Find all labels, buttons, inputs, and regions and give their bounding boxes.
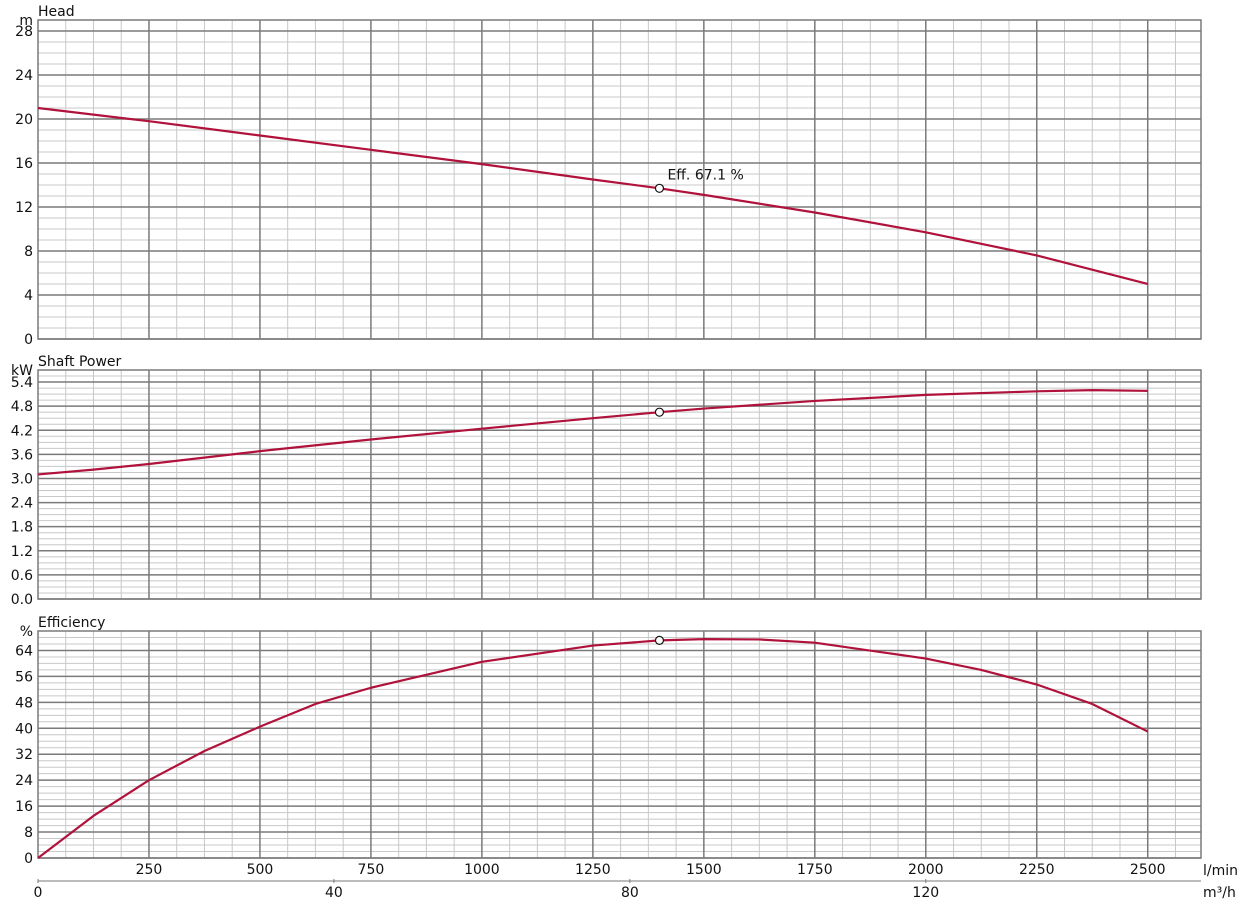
y-tick-label: 16 [15, 156, 33, 172]
y-tick-label: 2.4 [11, 496, 33, 512]
y-tick-label: 40 [15, 721, 33, 737]
y-tick-label: 8 [24, 825, 33, 841]
series-line [37, 106, 1149, 286]
y-tick-label: 4.8 [11, 399, 33, 415]
x-secondary-tick-label: 80 [621, 885, 639, 901]
x-axis: 250 500 750 1000 1250 1500 1750 2000 2250 2500 l/m… [34, 862, 1238, 901]
y-tick-label: 24 [15, 773, 33, 789]
y-tick-label: 4.2 [11, 423, 33, 439]
y-tick-label: 0 [24, 851, 33, 867]
y-axis-unit: % [20, 624, 33, 640]
y-tick-label: 4 [24, 288, 33, 304]
y-tick-label: 1.8 [11, 520, 33, 536]
x-tick-label: 250 [136, 862, 163, 878]
panel-head: 0 4 8 12 16 20 24 28m Head Eff. 67.1 % [15, 4, 1202, 348]
duty-point-marker [654, 635, 665, 646]
series-line [37, 638, 1149, 859]
panel-shaft-power: 0.0 0.6 1.2 1.8 2.4 3.0 3.6 4.2 4.8 5.4kW Shaft Po… [11, 354, 1202, 608]
y-tick-label: 0.6 [11, 568, 33, 584]
x-secondary-tick-label: 120 [912, 885, 939, 901]
y-tick-label: 0 [24, 332, 33, 348]
x-tick-label: 500 [247, 862, 274, 878]
y-tick-label: 12 [15, 200, 33, 216]
duty-point-label: Eff. 67.1 % [667, 167, 743, 183]
y-tick-label: 64 [15, 643, 33, 659]
series-line [37, 388, 1148, 476]
panel-title: Efficiency [38, 615, 105, 631]
x-secondary-tick-label: 40 [325, 885, 343, 901]
panel-title: Head [38, 4, 75, 20]
y-tick-label: 5.4 [11, 375, 33, 391]
x-axis-unit-primary: l/min [1203, 863, 1238, 879]
y-tick-label: 56 [15, 669, 33, 685]
panel-title: Shaft Power [38, 354, 122, 370]
y-tick-label: 32 [15, 747, 33, 763]
y-tick-label: 3.6 [11, 447, 33, 463]
y-axis-unit: m [19, 13, 33, 29]
panel-efficiency: 0 8 16 24 32 40 48 56 64% Efficiency [15, 615, 1202, 867]
plot-frame [37, 19, 1202, 340]
duty-point-marker [654, 183, 665, 193]
y-axis-unit: kW [11, 363, 33, 379]
y-tick-label: 24 [15, 68, 33, 84]
x-tick-label: 2250 [1019, 862, 1055, 878]
x-secondary-tick-label: 0 [34, 885, 43, 901]
x-axis-unit-secondary: m³/h [1203, 885, 1236, 901]
x-tick-label: 1250 [575, 862, 611, 878]
y-tick-label: 0.0 [11, 592, 33, 608]
y-tick-label: 20 [15, 112, 33, 128]
y-tick-label: 1.2 [11, 544, 33, 560]
x-tick-label: 1750 [797, 862, 833, 878]
y-tick-label: 16 [15, 799, 33, 815]
plot-frame [37, 369, 1202, 600]
y-tick-label: 48 [15, 695, 33, 711]
x-tick-label: 2000 [908, 862, 944, 878]
y-tick-label: 8 [24, 244, 33, 260]
duty-point-marker [654, 407, 665, 417]
plot-frame [37, 630, 1202, 859]
x-tick-label: 750 [358, 862, 385, 878]
y-tick-label: 3.0 [11, 471, 33, 487]
y-tick-label: 28 [15, 24, 33, 40]
x-tick-label: 2500 [1130, 862, 1166, 878]
x-tick-label: 1500 [686, 862, 722, 878]
x-tick-label: 1000 [464, 862, 500, 878]
